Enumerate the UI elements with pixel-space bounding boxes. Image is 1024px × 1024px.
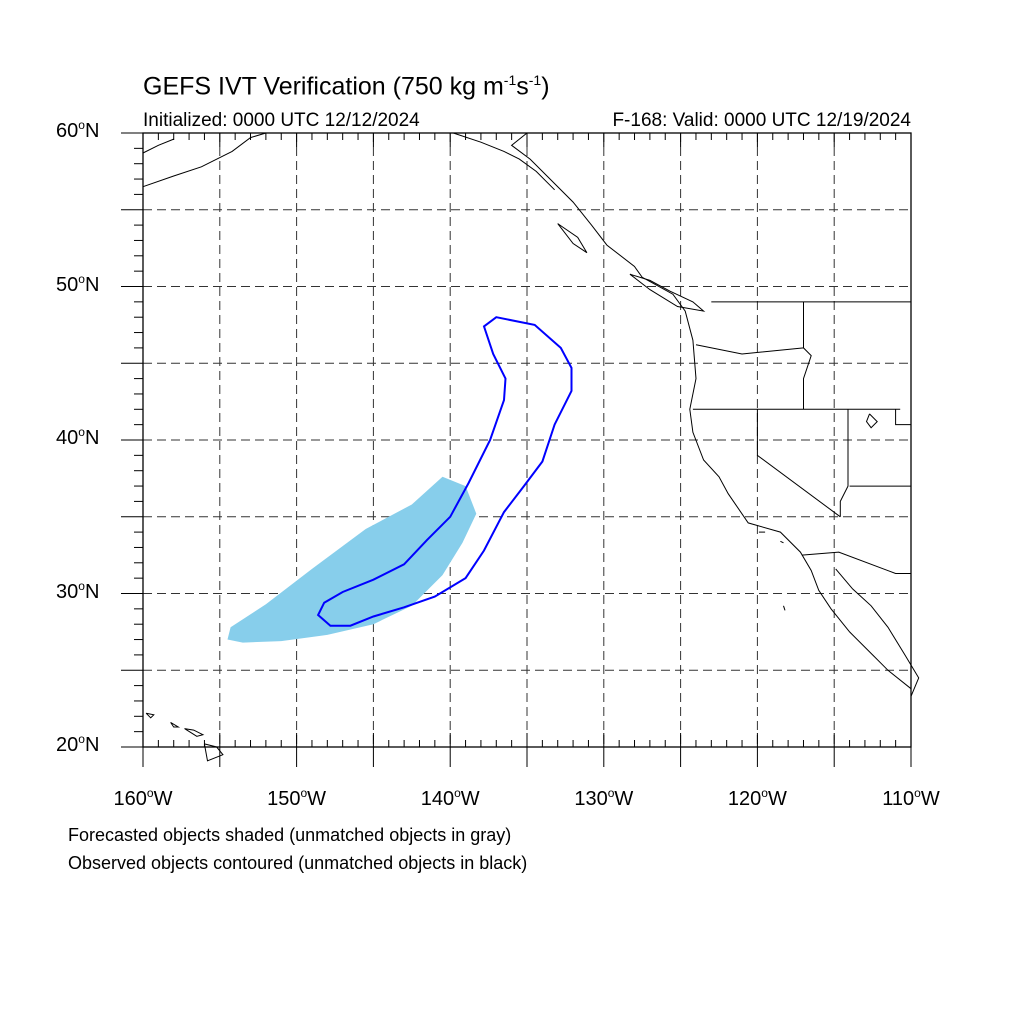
map-title: GEFS IVT Verification (750 kg m-1s-1) (143, 72, 550, 101)
coastline-segment (895, 409, 911, 426)
latitude-label: 50oN (56, 271, 100, 296)
latitude-label: 60oN (56, 118, 100, 142)
coastline-segment (780, 540, 784, 544)
coastline-segment (629, 273, 706, 312)
latitude-label: 30oN (56, 578, 100, 603)
axis-ticks (121, 132, 912, 767)
longitude-label: 130oW (574, 786, 634, 810)
longitude-label: 120oW (727, 786, 787, 810)
map-frame (142, 132, 912, 748)
longitude-label: 160oW (113, 786, 173, 810)
coastline-segment (170, 721, 181, 728)
note-forecast: Forecasted objects shaded (unmatched obj… (68, 825, 512, 845)
initialized-time: Initialized: 0000 UTC 12/12/2024 (143, 110, 420, 131)
coastline-segment (803, 301, 812, 410)
longitude-label: 110oW (882, 786, 940, 810)
coastline-segment (142, 138, 174, 154)
forecast-object-shaded (227, 476, 477, 643)
latitude-label: 40oN (56, 425, 100, 449)
coastline-segment (145, 712, 155, 719)
coastline-segment (203, 743, 224, 762)
coastline-segment (453, 132, 555, 191)
coastline-segment (783, 605, 786, 611)
coastline-segment (510, 132, 912, 690)
coastline-segment (695, 344, 804, 355)
coastline-segment (557, 223, 588, 254)
coastline-segment (801, 551, 911, 574)
observed-object-contour (316, 316, 573, 627)
graticule-grid (143, 133, 911, 747)
note-observed: Observed objects contoured (unmatched ob… (68, 853, 528, 873)
coastline-segment (835, 568, 920, 697)
latitude-label: 20oN (56, 732, 100, 756)
longitude-label: 140oW (420, 786, 480, 810)
coastline-segment (756, 409, 841, 518)
longitude-label: 150oW (267, 786, 327, 810)
coastlines-and-borders (142, 132, 920, 762)
coastline-segment (839, 409, 849, 517)
coastline-segment (865, 413, 878, 429)
valid-time: F-168: Valid: 0000 UTC 12/19/2024 (612, 110, 911, 131)
coastline-segment (142, 132, 267, 188)
coastline-segment (184, 728, 205, 737)
